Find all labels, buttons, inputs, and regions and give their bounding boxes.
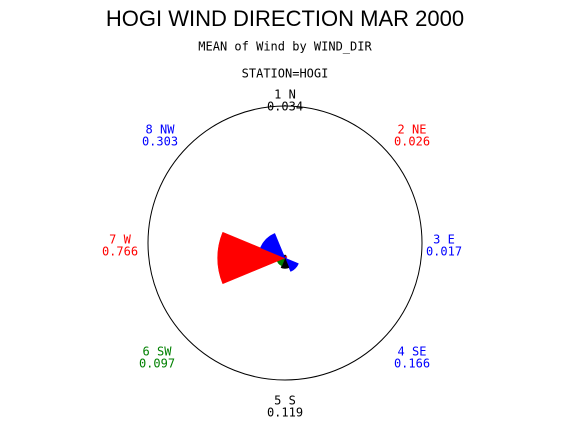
value-label: 0.034 <box>267 100 303 114</box>
category-label: 8 NW <box>146 123 176 137</box>
wedge <box>260 233 286 259</box>
value-label: 0.097 <box>139 357 175 371</box>
category-label: 1 N <box>274 88 296 102</box>
category-label: 5 S <box>274 394 296 408</box>
outline-circle <box>147 105 423 381</box>
category-label: 7 W <box>109 233 131 247</box>
value-label: 0.017 <box>426 245 462 259</box>
category-label: 4 SE <box>398 345 427 359</box>
wedge <box>284 255 288 259</box>
category-label: 2 NE <box>398 123 427 137</box>
value-label: 0.303 <box>142 135 178 149</box>
wedge <box>280 257 290 269</box>
category-label: 3 E <box>433 233 455 247</box>
value-label: 0.026 <box>394 135 430 149</box>
value-label: 0.166 <box>394 357 430 371</box>
wedge <box>217 231 286 285</box>
value-label: 0.119 <box>267 406 303 420</box>
value-label: 0.766 <box>102 245 138 259</box>
category-label: 6 SW <box>143 345 173 359</box>
wedge <box>284 257 299 272</box>
group-label: STATION=HOGI <box>242 67 329 81</box>
chart-subtitle: MEAN of Wind by WIND_DIR <box>198 40 372 54</box>
chart-title: HOGI WIND DIRECTION MAR 2000 <box>106 6 464 31</box>
